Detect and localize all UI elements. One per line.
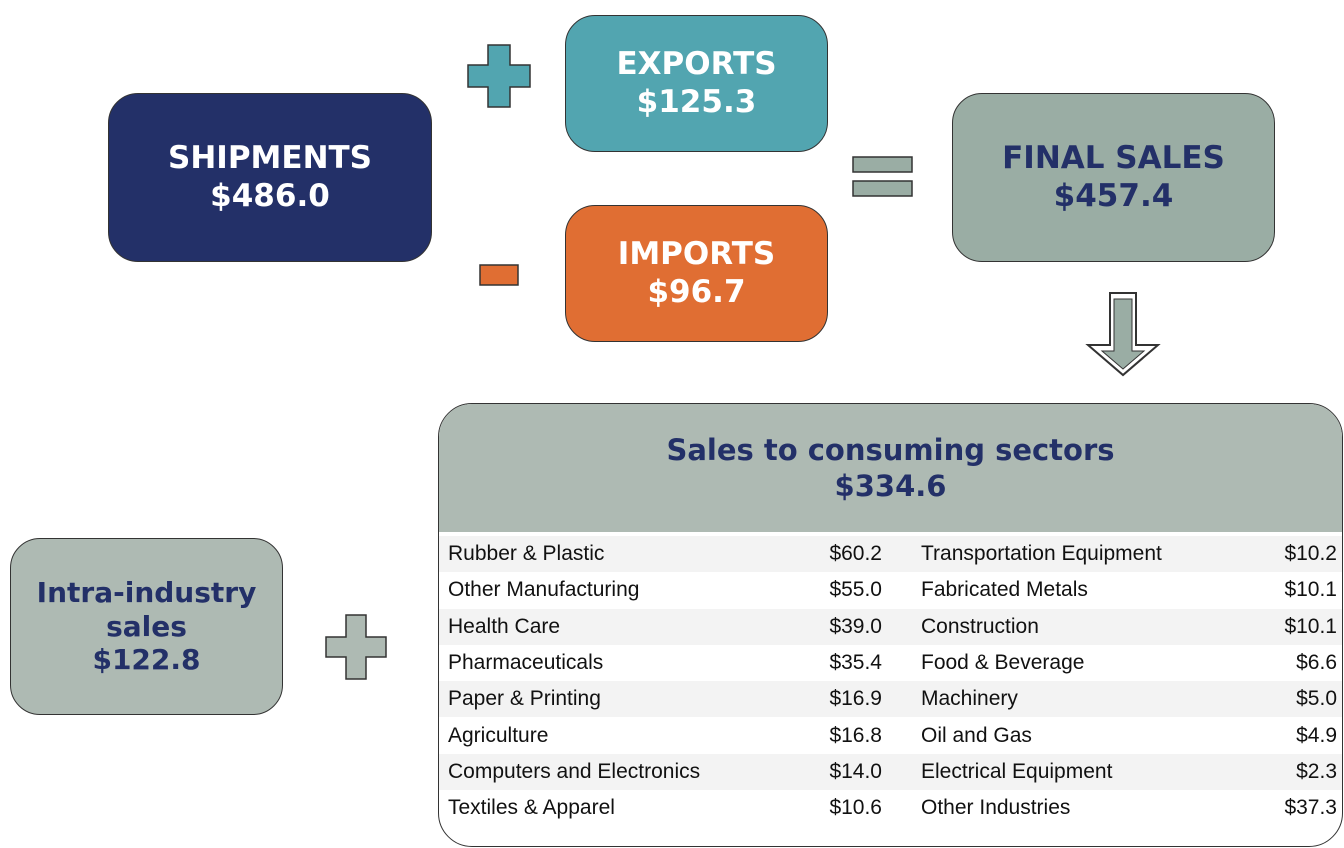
value: $334.6 xyxy=(834,469,947,503)
sector-name: Other Industries xyxy=(921,796,1071,820)
table-row: Other Manufacturing $55.0 Fabricated Metal… xyxy=(439,572,1342,608)
sector-name: Paper & Printing xyxy=(448,687,601,711)
sector-name: Textiles & Apparel xyxy=(448,796,615,820)
sector-name: Pharmaceuticals xyxy=(448,651,604,675)
sector-value: $10.1 xyxy=(1284,614,1337,638)
value: $125.3 xyxy=(636,83,757,120)
sector-value: $14.0 xyxy=(829,759,882,783)
sector-value: $10.6 xyxy=(829,796,882,820)
sector-value: $2.3 xyxy=(1296,759,1337,783)
sector-value: $10.2 xyxy=(1284,542,1337,566)
shipments-box: SHIPMENTS $486.0 xyxy=(108,93,432,262)
table-row: Textiles & Apparel $10.6 Other Industries $… xyxy=(439,790,1342,826)
value: $96.7 xyxy=(647,273,746,310)
equals-sign xyxy=(852,156,913,173)
label: Sales to consuming sectors xyxy=(666,432,1115,467)
value: $486.0 xyxy=(210,177,330,214)
label: IMPORTS xyxy=(617,236,776,273)
table-row: Agriculture $16.8 Oil and Gas $4.9 xyxy=(439,717,1342,753)
label: FINAL SALES xyxy=(1002,140,1225,177)
sector-name: Construction xyxy=(921,614,1039,638)
value: $457.4 xyxy=(1053,177,1174,214)
sector-value: $37.3 xyxy=(1284,796,1337,820)
sector-name: Machinery xyxy=(921,687,1018,711)
plus-sign xyxy=(325,614,387,680)
sector-value: $16.9 xyxy=(829,687,882,711)
sector-value: $10.1 xyxy=(1284,578,1337,602)
sector-name: Agriculture xyxy=(448,723,549,747)
sector-name: Electrical Equipment xyxy=(921,759,1113,783)
plus-sign xyxy=(467,44,531,108)
sector-table: Rubber & Plastic $60.2 Transportation Equi… xyxy=(439,532,1342,826)
sector-name: Computers and Electronics xyxy=(448,759,701,783)
sector-name: Other Manufacturing xyxy=(448,578,640,602)
sector-value: $5.0 xyxy=(1296,687,1337,711)
sector-value: $35.4 xyxy=(829,651,882,675)
exports-box: EXPORTS $125.3 xyxy=(565,15,828,152)
sector-value: $60.2 xyxy=(829,542,882,566)
final-sales-box: FINAL SALES $457.4 xyxy=(952,93,1275,262)
sector-name: Fabricated Metals xyxy=(921,578,1088,602)
sector-value: $4.9 xyxy=(1296,723,1337,747)
equals-sign xyxy=(852,180,913,197)
sector-name: Rubber & Plastic xyxy=(448,542,605,566)
table-row: Paper & Printing $16.9 Machinery $5.0 xyxy=(439,681,1342,718)
table-row: Pharmaceuticals $35.4 Food & Beverage $6.6 xyxy=(439,645,1342,681)
imports-box: IMPORTS $96.7 xyxy=(565,205,828,342)
sector-name: Health Care xyxy=(448,614,561,638)
label: Intra-industry sales xyxy=(36,576,257,643)
table-row: Rubber & Plastic $60.2 Transportation Equi… xyxy=(439,536,1342,573)
consuming-box: Sales to consuming sectors $334.6 Rubber… xyxy=(438,403,1343,847)
minus-sign xyxy=(479,264,519,286)
down-arrow-inner xyxy=(1100,298,1146,370)
label: EXPORTS xyxy=(616,46,777,83)
sector-value: $6.6 xyxy=(1296,651,1337,675)
table-row: Health Care $39.0 Construction $10.1 xyxy=(439,608,1342,645)
sector-name: Transportation Equipment xyxy=(921,542,1162,566)
label: SHIPMENTS xyxy=(168,140,372,177)
table-row: Computers and Electronics $14.0 Electrical… xyxy=(439,753,1342,791)
sector-name: Oil and Gas xyxy=(921,723,1032,747)
sector-value: $16.8 xyxy=(829,723,882,747)
value: $122.8 xyxy=(92,643,201,677)
sector-value: $39.0 xyxy=(829,614,882,638)
sector-value: $55.0 xyxy=(829,578,882,602)
intra-box: Intra-industry sales $122.8 xyxy=(10,538,283,715)
sector-name: Food & Beverage xyxy=(921,651,1085,675)
consuming-header: Sales to consuming sectors $334.6 xyxy=(439,404,1342,532)
